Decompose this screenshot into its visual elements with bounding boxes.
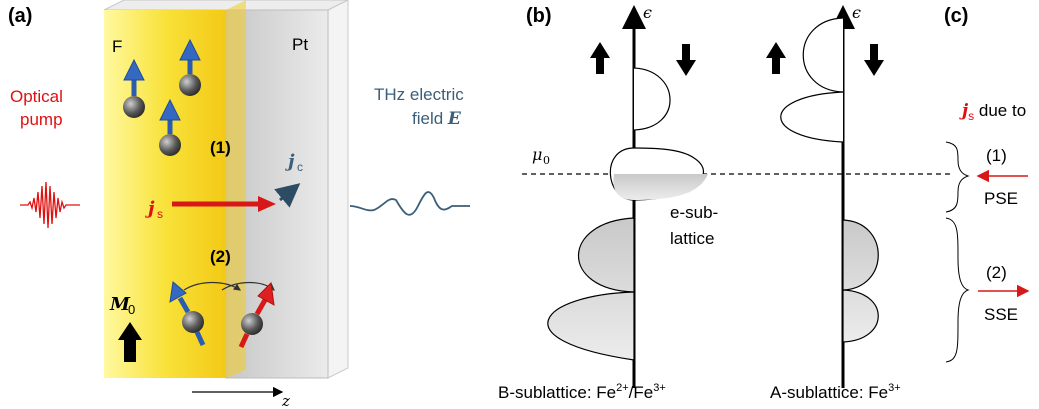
brace-2 xyxy=(945,217,970,363)
optical-pump-line2: pump xyxy=(20,110,63,129)
mu0-symbol: μ xyxy=(532,145,542,164)
spin-current-subscript: s xyxy=(157,207,163,221)
optical-pump-line1: Optical xyxy=(10,87,63,106)
spin-current-symbol: j xyxy=(145,198,155,219)
thz-field-line2: field E xyxy=(412,109,462,129)
platinum-label: Pt xyxy=(292,35,308,54)
sse-process-number: (2) xyxy=(986,263,1007,282)
panel-c-label: (c) xyxy=(944,5,968,27)
b-spin-down-arrow xyxy=(676,44,696,76)
brace-1 xyxy=(945,141,970,213)
a-sublattice-caption: A-sublattice: Fe3+ xyxy=(770,382,901,402)
a-spin-down-empty-band xyxy=(780,91,844,143)
sse-label: SSE xyxy=(984,305,1018,324)
magnetization-arrow xyxy=(118,322,142,362)
bilayer-slab xyxy=(103,0,349,379)
pse-label: PSE xyxy=(984,189,1018,208)
ferromagnet-label: F xyxy=(112,37,122,56)
z-axis-label: z xyxy=(281,392,290,409)
spin-up-1 xyxy=(123,58,145,118)
b-sublattice-caption: B-sublattice: Fe2+/Fe3+ xyxy=(498,382,666,402)
charge-current-symbol: j xyxy=(285,151,295,172)
process-2-label: (2) xyxy=(210,247,231,266)
panel-a-label: (a) xyxy=(8,5,32,27)
spin-tilted-red xyxy=(238,281,275,349)
e-sublattice-label-1: e-sub- xyxy=(670,203,718,222)
thz-pulse-wave xyxy=(349,191,470,216)
pse-process-number: (1) xyxy=(986,146,1007,165)
ferromagnet-layer xyxy=(104,10,226,378)
b-energy-symbol: ϵ xyxy=(643,3,652,22)
e-sublattice-label-2: lattice xyxy=(670,229,714,248)
mu0-subscript: 0 xyxy=(543,154,550,167)
spin-tilted-blue xyxy=(169,281,206,347)
a-spin-down-filled-band xyxy=(842,219,879,343)
optical-pulse-wave xyxy=(20,181,80,229)
precession-arc-1 xyxy=(183,281,241,291)
spin-current-arrowhead xyxy=(258,196,276,212)
process-1-label: (1) xyxy=(210,138,231,157)
b-spin-up-arrow xyxy=(590,42,610,74)
a-energy-symbol: ϵ xyxy=(852,3,861,22)
a-spin-up-arrow xyxy=(766,42,786,74)
b-spin-up-filled-band xyxy=(547,217,635,361)
spin-up-3 xyxy=(159,98,181,156)
charge-current-subscript: c xyxy=(297,160,303,174)
thz-field-line1: THz electric xyxy=(374,85,464,104)
e-sublattice-filled-part xyxy=(613,174,708,200)
magnetization-symbol: M xyxy=(109,294,131,315)
magnetization-subscript: 0 xyxy=(128,302,135,317)
panel-b-label: (b) xyxy=(526,5,552,27)
b-spin-down-empty-band xyxy=(633,67,671,131)
a-spin-up-empty-band xyxy=(802,17,844,93)
spin-up-2 xyxy=(179,38,201,96)
panel-c-heading: js due to xyxy=(959,101,1026,123)
a-spin-down-arrow xyxy=(864,44,884,76)
charge-current-arrow xyxy=(274,183,301,208)
